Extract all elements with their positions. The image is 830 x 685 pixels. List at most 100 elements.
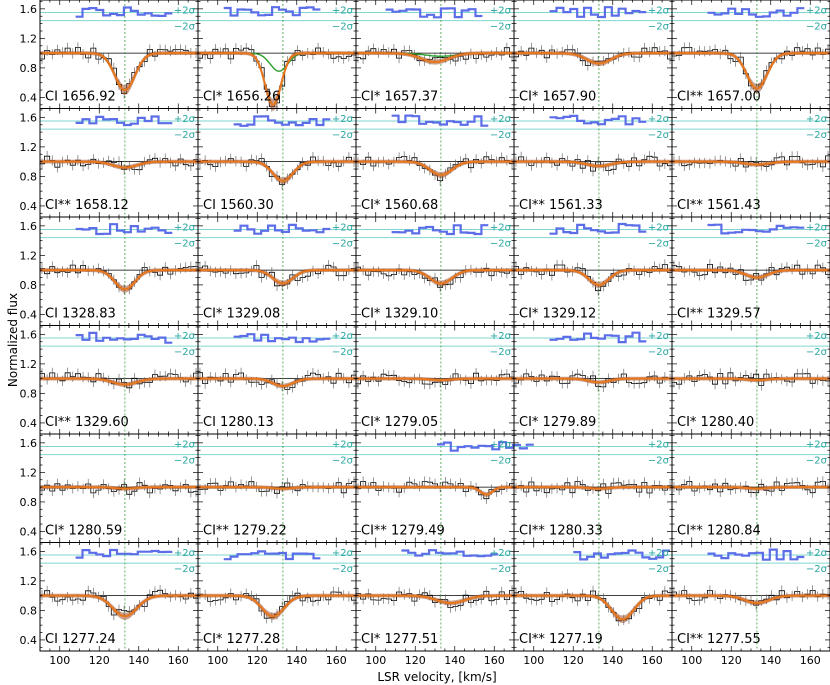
- panel: +2σ −2σ CI* 1329.12: [513, 216, 673, 326]
- minus-sigma-label: −2σ: [648, 22, 670, 33]
- minus-sigma-label: −2σ: [174, 130, 196, 141]
- minus-sigma-label: −2σ: [174, 456, 196, 467]
- y-tick-label: 0.8: [20, 604, 38, 617]
- y-tick-label: 1.2: [20, 575, 38, 588]
- panel-transition-label: CI** 1329.60: [45, 415, 129, 430]
- minus-sigma-label: −2σ: [174, 347, 196, 358]
- plus-sigma-label: +2σ: [648, 440, 670, 451]
- panel: 100 120 140 160 +2σ −2σ CI* 1277.28: [197, 542, 357, 667]
- minus-sigma-label: −2σ: [806, 347, 828, 358]
- minus-sigma-label: −2σ: [490, 347, 512, 358]
- model-profile: [356, 377, 514, 382]
- panel: +2σ −2σ CI* 1656.26: [197, 0, 357, 112]
- panel-transition-label: CI* 1657.90: [519, 90, 596, 105]
- panel: +2σ −2σ CI** 1561.43: [671, 108, 830, 218]
- model-profile: [198, 594, 356, 618]
- minus-sigma-label: −2σ: [332, 239, 354, 250]
- residual-steps: [75, 223, 173, 236]
- residual-steps: [549, 114, 647, 126]
- plus-sigma-label: +2σ: [648, 114, 670, 125]
- plus-sigma-label: +2σ: [806, 6, 828, 17]
- plus-sigma-label: +2σ: [490, 223, 512, 234]
- minus-sigma-label: −2σ: [648, 347, 670, 358]
- panel: +2σ −2σ CI* 1279.05: [355, 325, 515, 435]
- minus-sigma-label: −2σ: [332, 130, 354, 141]
- model-uncertainty-band: [356, 51, 514, 65]
- data-spectrum: [671, 372, 830, 386]
- panel-transition-label: CI* 1656.26: [203, 90, 280, 105]
- panel: +2σ −2σ CI** 1280.84: [671, 433, 830, 543]
- x-tick-label: 140: [444, 654, 465, 667]
- residual-steps: [223, 550, 321, 561]
- minus-sigma-label: −2σ: [490, 456, 512, 467]
- plus-sigma-label: +2σ: [332, 223, 354, 234]
- x-tick-label: 120: [89, 654, 110, 667]
- y-tick-label: 0.4: [20, 525, 38, 538]
- plus-sigma-label: +2σ: [648, 331, 670, 342]
- plus-sigma-label: +2σ: [806, 114, 828, 125]
- panel-transition-label: CI* 1560.68: [361, 198, 438, 213]
- minus-sigma-label: −2σ: [648, 564, 670, 575]
- y-tick-label: 0.4: [20, 634, 38, 647]
- model-profile: [40, 486, 198, 490]
- residual-steps: [385, 7, 483, 19]
- y-tick-label: 1.2: [20, 32, 38, 45]
- model-profile: [514, 594, 672, 621]
- model-profile: [198, 160, 356, 182]
- data-spectrum: [197, 264, 357, 287]
- y-tick-label: 0.4: [20, 417, 38, 430]
- panel-transition-label: CI** 1277.55: [677, 632, 761, 647]
- panel-transition-label: CI* 1279.05: [361, 415, 438, 430]
- minus-sigma-label: −2σ: [806, 564, 828, 575]
- panel-transition-label: CI* 1277.28: [203, 632, 280, 647]
- model-profile: [672, 594, 830, 604]
- plus-sigma-label: +2σ: [332, 114, 354, 125]
- x-tick-label: 160: [642, 654, 663, 667]
- plus-sigma-label: +2σ: [174, 6, 196, 17]
- plus-sigma-label: +2σ: [490, 114, 512, 125]
- panel-transition-label: CI** 1561.33: [519, 198, 603, 213]
- x-tick-label: 160: [800, 654, 821, 667]
- panel: +2σ −2σ CI* 1329.08: [197, 216, 357, 326]
- x-tick-label: 140: [602, 654, 623, 667]
- residual-steps: [707, 548, 805, 561]
- panel-transition-label: CI** 1329.57: [677, 307, 761, 322]
- y-tick-label: 1.2: [20, 358, 38, 371]
- panel-transition-label: CI* 1657.37: [361, 90, 438, 105]
- panel: +2σ −2σ CI** 1561.33: [513, 108, 673, 218]
- model-profile: [40, 160, 198, 169]
- plus-sigma-label: +2σ: [490, 440, 512, 451]
- plus-sigma-label: +2σ: [806, 331, 828, 342]
- panel-transition-label: CI** 1279.22: [203, 524, 287, 539]
- minus-sigma-label: −2σ: [648, 130, 670, 141]
- model-profile: [198, 377, 356, 387]
- panel-transition-label: CI* 1329.10: [361, 307, 438, 322]
- plus-sigma-label: +2σ: [174, 331, 196, 342]
- x-tick-label: 120: [405, 654, 426, 667]
- model-uncertainty-band: [40, 268, 198, 293]
- residual-steps: [223, 6, 321, 17]
- plus-sigma-label: +2σ: [174, 114, 196, 125]
- model-profile: [40, 594, 198, 618]
- panel: +2σ −2σ CI** 1657.00: [671, 0, 830, 109]
- model-uncertainty-band: [672, 51, 830, 94]
- residual-steps: [549, 222, 647, 235]
- panel: +2σ −2σ CI** 1279.49: [355, 433, 534, 543]
- panel: 0.4 0.8 1.2 1.6 +2σ −2σ CI* 1280.59: [20, 433, 199, 543]
- residual-steps: [707, 7, 805, 18]
- panel-transition-label: CI** 1279.49: [361, 524, 445, 539]
- model-profile: [672, 52, 830, 90]
- y-tick-label: 1.2: [20, 141, 38, 154]
- plus-sigma-label: +2σ: [806, 548, 828, 559]
- residual-steps: [75, 548, 173, 559]
- panel-transition-label: CI** 1277.19: [519, 632, 603, 647]
- y-tick-label: 1.2: [20, 249, 38, 262]
- residual-steps: [549, 6, 647, 19]
- data-spectrum: [355, 47, 515, 62]
- panel-transition-label: CI* 1277.51: [361, 632, 438, 647]
- panel: +2σ −2σ CI* 1657.90: [513, 0, 673, 109]
- panel-transition-label: CI 1560.30: [203, 198, 274, 213]
- panel-transition-label: CI 1277.24: [45, 632, 116, 647]
- residual-steps: [233, 223, 331, 235]
